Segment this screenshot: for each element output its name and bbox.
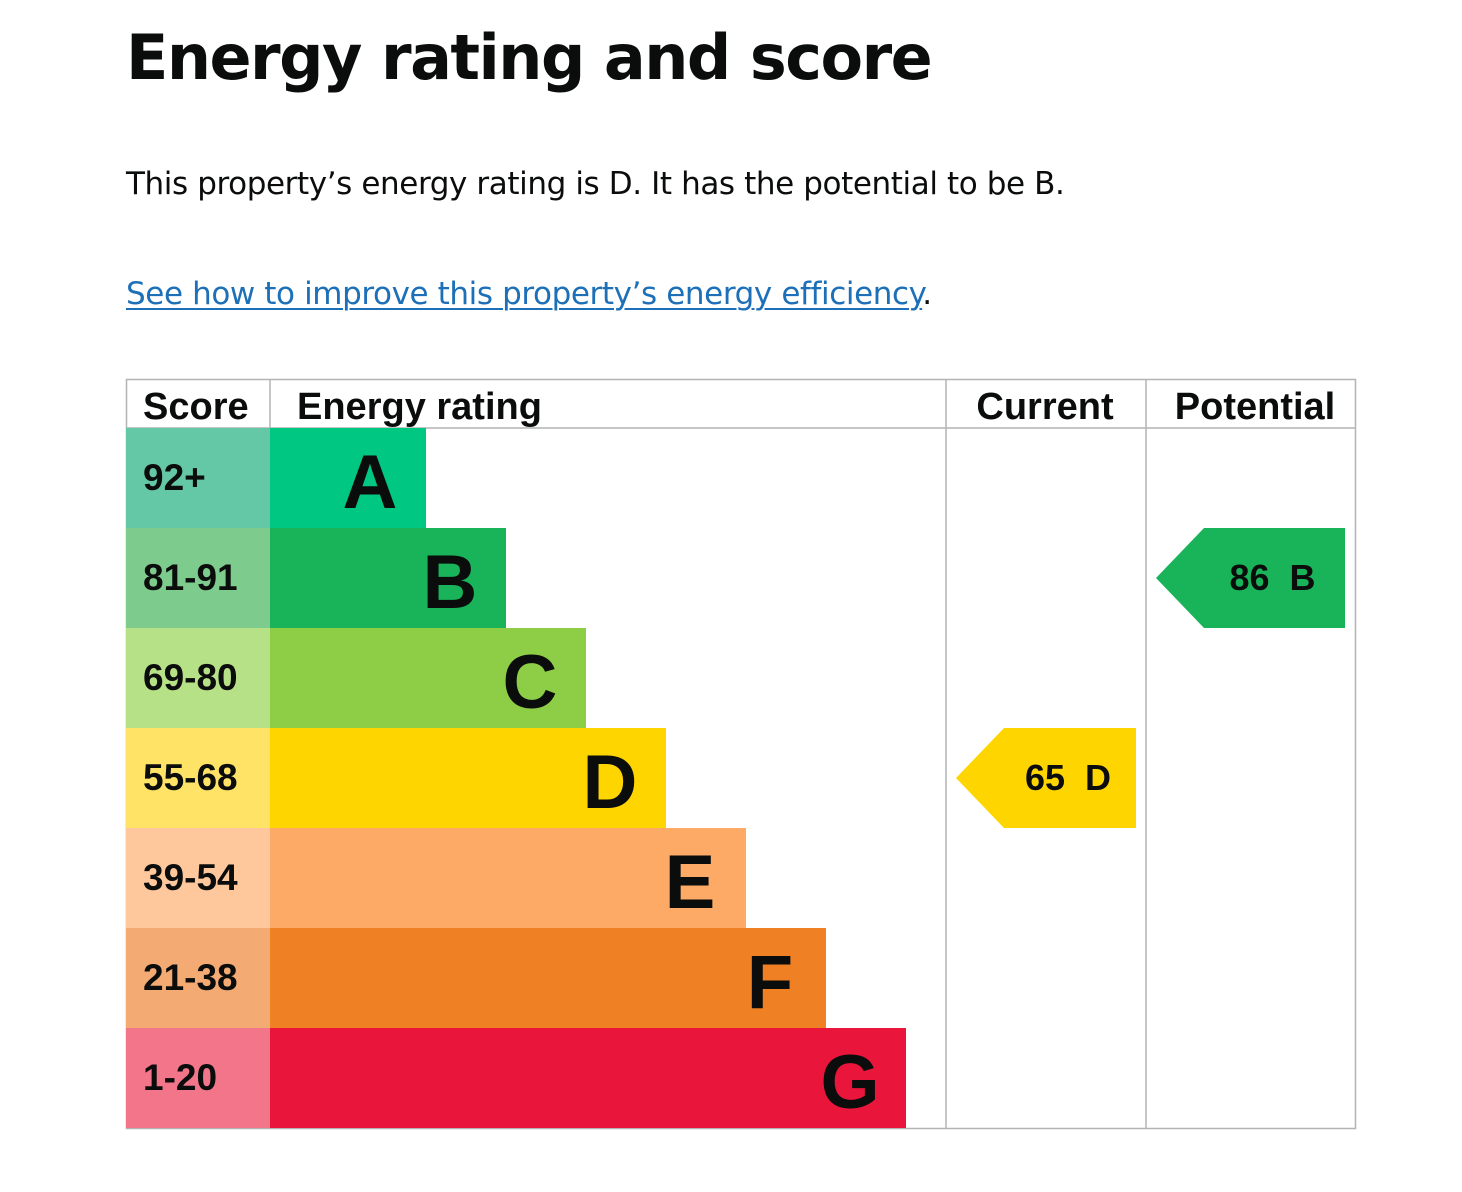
score-cell-f <box>126 928 270 1028</box>
rating-bar-a <box>270 428 426 528</box>
potential-rating-band: B <box>1290 557 1316 598</box>
current-rating-band: D <box>1085 757 1111 798</box>
header-score: Score <box>143 386 249 428</box>
score-cell-e <box>126 828 270 928</box>
score-cell-c <box>126 628 270 728</box>
score-range-g: 1-20 <box>143 1057 217 1098</box>
score-range-f: 21-38 <box>143 957 238 998</box>
score-range-c: 69-80 <box>143 657 238 698</box>
improve-paragraph: See how to improve this property’s energ… <box>126 272 932 316</box>
rating-bar-f <box>270 928 826 1028</box>
potential-rating-arrow <box>1156 528 1345 628</box>
score-cell-g <box>126 1028 270 1128</box>
score-cell-b <box>126 528 270 628</box>
rating-bar-e <box>270 828 746 928</box>
potential-rating-score: 86 <box>1229 557 1269 598</box>
score-cell-d <box>126 728 270 828</box>
band-letter-g: G <box>820 1040 879 1125</box>
band-letter-e: E <box>665 840 716 925</box>
current-rating-arrow <box>956 728 1136 828</box>
rating-markers: 65 D 86 B <box>956 528 1345 828</box>
band-letter-f: F <box>747 940 793 1025</box>
current-rating-label: 65 D <box>1025 757 1111 798</box>
header-current: Current <box>976 386 1114 428</box>
improve-efficiency-link[interactable]: See how to improve this property’s energ… <box>126 276 923 312</box>
header-potential: Potential <box>1175 386 1335 428</box>
rating-bar-b <box>270 528 506 628</box>
rating-bar-c <box>270 628 586 728</box>
chart-header: Score Energy rating Current Potential <box>143 386 1335 428</box>
current-rating-score: 65 <box>1025 757 1065 798</box>
band-letter-b: B <box>423 540 478 625</box>
band-letter-d: D <box>583 740 638 825</box>
score-range-d: 55-68 <box>143 757 238 798</box>
band-letter-a: A <box>343 440 398 525</box>
rating-bar-g <box>270 1028 906 1128</box>
page-title: Energy rating and score <box>126 21 933 94</box>
improve-link-suffix: . <box>922 276 932 312</box>
band-letter-c: C <box>503 640 558 725</box>
rating-bar-d <box>270 728 666 828</box>
rating-summary: This property’s energy rating is D. It h… <box>126 166 1065 202</box>
header-energy-rating: Energy rating <box>297 386 542 428</box>
score-cell-a <box>126 428 270 528</box>
score-range-e: 39-54 <box>143 857 238 898</box>
potential-rating-label: 86 B <box>1229 557 1315 598</box>
score-range-b: 81-91 <box>143 557 238 598</box>
rating-bands: 92+ A 81-91 B 69-80 C 55-68 D 39-54 E 21-38 F 1-20 G <box>126 428 906 1128</box>
score-range-a: 92+ <box>143 457 206 498</box>
